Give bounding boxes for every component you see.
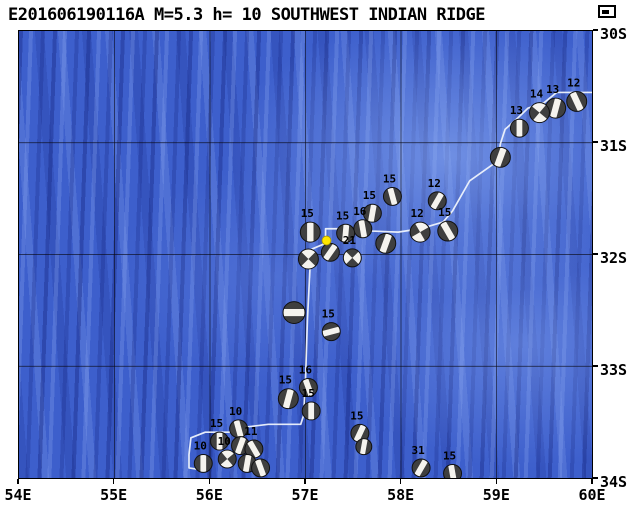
lat-tick: [593, 253, 598, 255]
focal-mechanism: [320, 242, 340, 262]
depth-label: 10: [229, 405, 242, 418]
focal-mechanism: [336, 223, 356, 243]
focal-mechanism: [443, 464, 463, 478]
depth-label: 15: [363, 189, 376, 202]
focal-mechanism: [375, 232, 397, 254]
map-canvas: 12 13 14 13 15 15 12 15 12 16 15 21 15 15 16 15 15 15 10 15…: [18, 30, 593, 479]
depth-label: 15: [322, 308, 335, 321]
ridge-axis-line: [188, 91, 592, 472]
depth-label: 12: [428, 177, 441, 190]
focal-mechanism: [437, 220, 459, 242]
focal-mechanism: [321, 322, 341, 342]
depth-label: 15: [383, 172, 396, 185]
stamp-icon-mark: [602, 10, 609, 14]
lat-tick: [593, 29, 598, 31]
lon-tick: [304, 479, 306, 484]
focal-mechanism: [529, 102, 550, 124]
depth-label: 15: [350, 409, 363, 422]
lon-tick: [399, 479, 402, 484]
lat-tick: [593, 365, 598, 367]
focal-mechanism: [229, 419, 249, 439]
depth-label: 16: [299, 364, 313, 377]
focal-mechanism: [299, 221, 321, 243]
focal-mechanism: [362, 203, 382, 223]
focal-mechanism: [210, 431, 230, 451]
focal-mechanism: [277, 388, 299, 410]
focal-mechanism: [298, 378, 318, 397]
depth-label: 16: [353, 205, 367, 218]
map-overlay: 1213141315151215121615211515161515151015…: [19, 31, 592, 478]
focal-mechanism: [193, 453, 213, 473]
lat-tick-label: 33S: [600, 361, 628, 379]
lat-tick-label: 31S: [600, 137, 628, 155]
focal-mechanism: [251, 458, 271, 478]
depth-label: 15: [302, 387, 315, 400]
depth-label: 15: [438, 206, 451, 219]
focal-mechanism: [217, 449, 237, 469]
depth-label: 13: [546, 83, 559, 96]
lon-tick: [112, 479, 115, 484]
lon-tick-label: 59E: [482, 486, 510, 504]
focal-mechanism: [297, 248, 319, 270]
depth-label: 15: [301, 207, 314, 220]
focal-mechanism: [409, 221, 431, 243]
depth-label: 12: [567, 76, 580, 89]
lat-tick-label: 34S: [600, 473, 628, 491]
depth-label: 15: [210, 417, 223, 430]
depth-label: 10: [194, 439, 207, 452]
lon-tick: [591, 479, 593, 484]
depth-label: 15: [336, 209, 349, 222]
depth-label: 15: [443, 450, 456, 463]
lat-tick-label: 32S: [600, 249, 628, 267]
lat-tick-label: 30S: [600, 25, 628, 43]
depth-label: 21: [343, 234, 357, 247]
depth-label: 12: [410, 207, 423, 220]
focal-mechanism: [509, 118, 529, 138]
lon-tick-label: 56E: [195, 486, 223, 504]
focal-mechanism: [353, 219, 373, 239]
lat-tick: [593, 141, 598, 143]
lon-tick: [208, 479, 211, 484]
lon-tick-label: 55E: [100, 486, 128, 504]
focal-mechanism: [342, 248, 362, 268]
lon-tick: [17, 479, 19, 484]
focal-mechanism: [545, 97, 567, 119]
depth-label: 31: [411, 444, 425, 457]
depth-label: 13: [510, 104, 523, 117]
lat-tick: [593, 477, 598, 479]
depth-label: 10: [218, 435, 231, 448]
main-event-marker: [321, 235, 332, 246]
lon-tick-label: 58E: [387, 486, 415, 504]
focal-mechanism: [566, 90, 588, 112]
lon-tick-label: 54E: [4, 486, 32, 504]
focal-mechanism: [355, 438, 373, 456]
depth-label: 14: [530, 88, 544, 101]
focal-mechanism: [427, 191, 447, 211]
lon-tick-label: 57E: [291, 486, 319, 504]
plot-title: E201606190116A M=5.3 h= 10 SOUTHWEST IND…: [8, 5, 486, 25]
lon-tick-label: 60E: [578, 486, 606, 504]
lon-tick: [495, 479, 498, 484]
stamp-icon: [598, 5, 616, 18]
focal-mechanism: [301, 401, 321, 421]
focal-mechanism: [282, 301, 306, 325]
focal-mechanism: [382, 186, 402, 206]
focal-mechanism: [411, 458, 431, 478]
depth-label: 15: [279, 374, 292, 387]
focal-mechanism: [489, 146, 511, 168]
depth-label: 11: [244, 425, 258, 438]
